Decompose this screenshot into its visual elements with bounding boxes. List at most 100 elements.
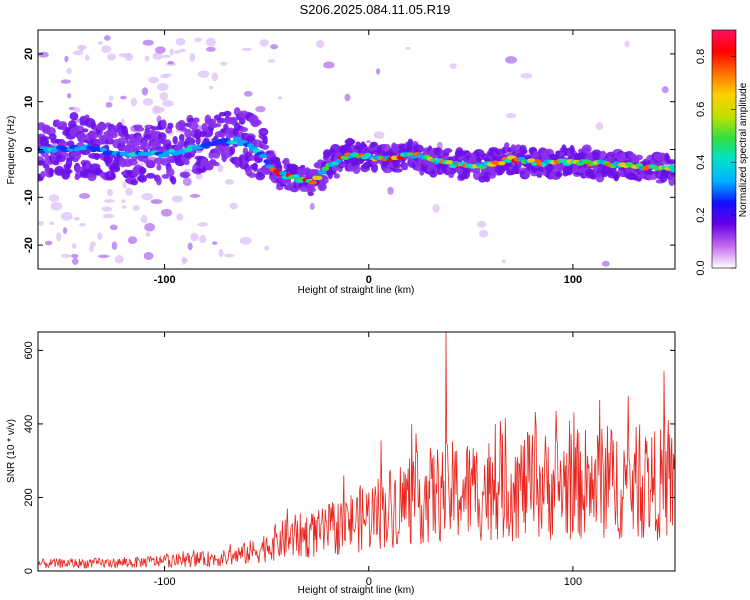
noise-blob [38, 220, 44, 226]
noise-blob [78, 193, 91, 199]
ridge-blob [345, 137, 355, 147]
noise-blob [195, 173, 203, 180]
noise-blob [224, 253, 235, 258]
ridge-core [335, 158, 342, 164]
ridge-blob [429, 169, 438, 178]
ridge-blob [157, 132, 167, 142]
noise-blob [125, 187, 133, 196]
noise-blob [73, 216, 80, 221]
noise-blob [145, 232, 151, 237]
ridge-blob [308, 187, 316, 193]
noise-blob [62, 227, 68, 235]
ridge-blob [59, 141, 69, 147]
x-tick-label: 0 [366, 576, 372, 588]
ridge-blob [134, 126, 145, 132]
noise-blob [60, 253, 72, 258]
ridge-blob [555, 171, 563, 178]
noise-blob [114, 255, 124, 264]
noise-blob [64, 55, 69, 63]
ridge-blob [52, 160, 60, 166]
noise-blob [48, 194, 60, 202]
noise-blob [239, 236, 252, 245]
ridge-blob [333, 173, 341, 179]
ridge-blob [581, 144, 592, 154]
ridge-blob [209, 118, 217, 125]
noise-blob [109, 224, 118, 231]
noise-blob [159, 92, 168, 101]
colorbar-gradient [712, 30, 736, 268]
y-tick-label: 0 [23, 568, 35, 574]
ridge-blob [73, 125, 85, 133]
ridge-blob [352, 165, 361, 175]
x-tick-label: 100 [564, 274, 582, 286]
noise-blob [205, 37, 216, 47]
ridge-blob [38, 160, 46, 166]
ridge-blob [125, 133, 131, 140]
ridge-blob [613, 172, 619, 182]
noise-blob [97, 41, 104, 45]
ridge-blob [147, 160, 155, 167]
noise-blob [144, 222, 156, 232]
noise-blob [199, 234, 207, 244]
noise-blob [218, 248, 224, 258]
noise-blob [70, 253, 79, 259]
y-tick-label: -10 [23, 189, 35, 205]
ridge-blob [138, 167, 147, 175]
ridge-blob [664, 152, 670, 163]
ridge-blob [193, 117, 200, 123]
noise-blob [141, 192, 154, 201]
y-tick-label: 20 [23, 48, 35, 60]
ridge-core [315, 175, 323, 181]
noise-blob [167, 60, 175, 65]
ridge-blob [100, 123, 107, 129]
noise-blob [174, 50, 181, 54]
noise-blob [60, 79, 72, 84]
noise-blob [189, 193, 201, 198]
ridge-blob [156, 164, 162, 171]
noise-blob [144, 55, 150, 62]
noise-blob [66, 67, 72, 75]
noise-blob [105, 102, 113, 108]
noise-blob [267, 58, 275, 63]
y-tick-label: 10 [23, 96, 35, 108]
noise-blob [103, 199, 115, 203]
ridge-blob [261, 144, 270, 150]
ridge-core [445, 160, 454, 165]
ridge-blob [433, 147, 443, 156]
snr-panel: -100 0 100 0 200 400 600 Height of straight li… [6, 331, 676, 596]
noise-blob [309, 202, 315, 210]
noise-blob [60, 211, 73, 221]
noise-blob [601, 260, 610, 267]
ridge-core [258, 153, 268, 159]
ridge-blob [457, 156, 465, 161]
noise-blob [152, 105, 161, 115]
noise-blob [73, 106, 81, 113]
ridge-blob [521, 148, 528, 155]
noise-blob [229, 202, 238, 210]
noise-blob [155, 46, 166, 54]
ridge-blob [48, 167, 54, 178]
noise-blob [259, 39, 269, 47]
noise-blob [67, 93, 72, 99]
ridge-blob [392, 163, 402, 169]
ridge-blob [179, 126, 187, 132]
noise-blob [101, 45, 112, 54]
noise-blob [194, 37, 202, 43]
noise-blob [505, 113, 517, 119]
snr-xlabel: Height of straight line (km) [298, 585, 415, 596]
noise-blob [104, 35, 111, 41]
snr-ylabel: SNR (10 * v/v) [6, 419, 17, 483]
noise-blob [161, 54, 171, 58]
ridge-blob [167, 122, 174, 130]
ridge-blob [39, 136, 50, 141]
ridge-blob [591, 149, 602, 157]
y-tick-label: 0 [23, 146, 35, 152]
noise-blob [38, 51, 49, 58]
ridge-blob [262, 135, 268, 145]
noise-blob [208, 85, 214, 90]
noise-blob [98, 254, 110, 259]
ridge-blob [160, 119, 167, 129]
ridge-blob [140, 142, 151, 151]
noise-blob [102, 214, 115, 219]
ridge-blob [223, 110, 232, 117]
